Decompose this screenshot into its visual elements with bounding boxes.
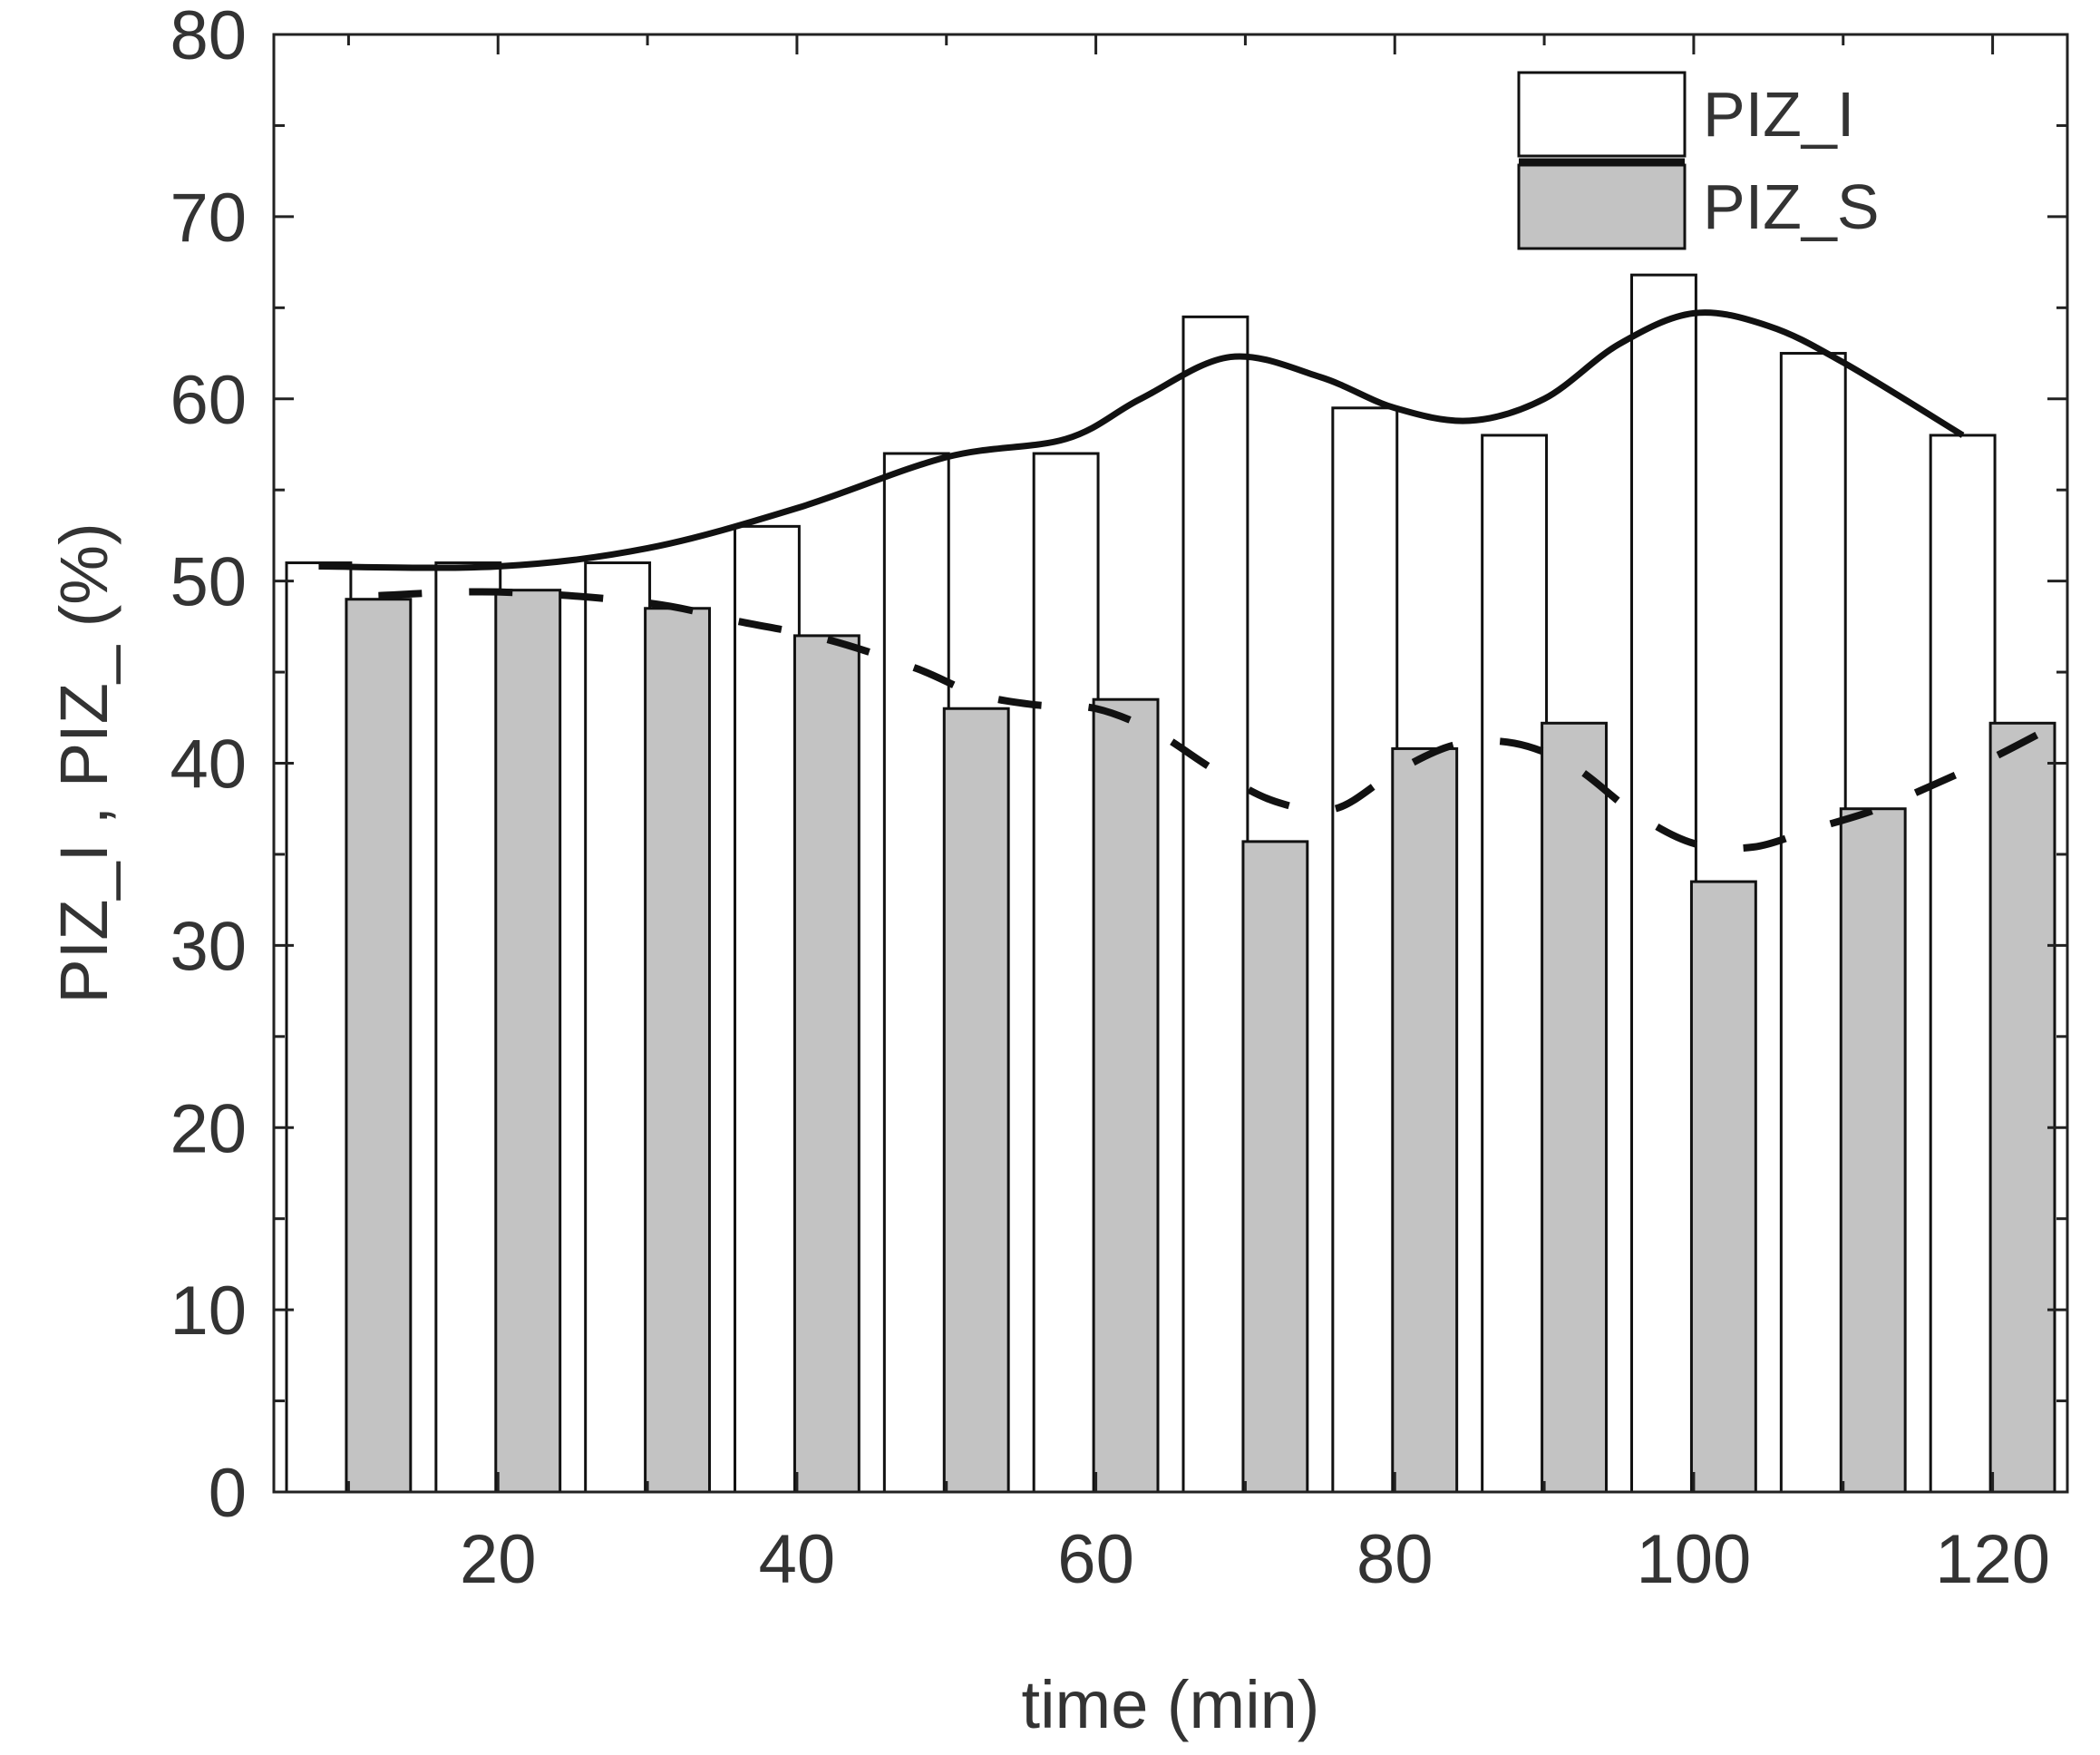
piz-i-bar-3 [734,524,801,1494]
piz-s-bar-0 [345,598,413,1494]
x-tick-label-0: 20 [460,1521,537,1598]
y-tick-label-4: 40 [170,726,247,804]
legend-swatch-piz-i [1517,71,1687,158]
piz-i-fit-curve [318,309,1965,571]
piz-s-bar-10 [1839,807,1907,1494]
piz-s-bar-1 [494,589,562,1494]
piz-i-bar-5 [1032,452,1100,1494]
legend: PIZ_I PIZ_S [1517,71,1880,250]
piz-i-bar-6 [1181,315,1249,1494]
piz-s-bar-6 [1241,840,1309,1494]
y-tick-label-5: 50 [170,544,247,621]
piz-s-bar-5 [1092,697,1160,1494]
piz-s-fit-curve [378,588,2055,853]
piz-s-bar-7 [1391,746,1459,1494]
piz-s-bar-8 [1541,721,1608,1494]
y-tick-label-6: 60 [170,362,247,439]
legend-label-piz-s: PIZ_S [1703,171,1880,242]
x-tick-label-5: 120 [1935,1521,2050,1598]
y-tick-label-8: 80 [170,0,247,74]
piz-s-bar-9 [1689,880,1757,1494]
piz-i-bar-7 [1331,406,1399,1494]
piz-i-bar-8 [1481,434,1549,1494]
x-tick-label-2: 60 [1057,1521,1134,1598]
legend-swatch-piz-s [1517,163,1687,250]
x-tick-label-4: 100 [1637,1521,1752,1598]
fit-curves [318,309,2055,853]
piz-s-bar-2 [644,607,711,1494]
x-tick-label-3: 80 [1356,1521,1434,1598]
piz-i-bar-2 [584,561,652,1494]
piz-s-bar-4 [942,707,1010,1494]
y-tick-label-7: 70 [170,180,247,257]
piz-i-bars [285,273,1997,1494]
tick-labels: 0 10 20 30 40 50 60 70 80 20 40 60 80 100 120 [170,0,2050,1598]
piz-i-bar-10 [1779,352,1847,1494]
y-tick-label-2: 20 [170,1090,247,1167]
piz-i-bar-0 [285,561,353,1494]
y-tick-label-1: 10 [170,1272,247,1350]
y-tick-label-3: 30 [170,908,247,985]
legend-label-piz-i: PIZ_I [1703,79,1854,150]
y-tick-label-0: 0 [209,1455,247,1532]
piz-i-bar-9 [1630,273,1697,1494]
axis-ticks [274,33,2067,1494]
piz-i-bar-4 [882,452,950,1494]
piz-s-bar-11 [1988,721,2056,1494]
piz-i-bar-1 [434,561,502,1494]
x-tick-label-1: 40 [759,1521,836,1598]
piz-s-bar-3 [792,634,860,1494]
x-axis-label: time (min) [1022,1667,1320,1742]
piz-s-bars [345,589,2056,1494]
y-axis-label: PIZ_I , PIZ_ (%) [46,522,122,1003]
piz-i-bar-11 [1929,434,1997,1494]
